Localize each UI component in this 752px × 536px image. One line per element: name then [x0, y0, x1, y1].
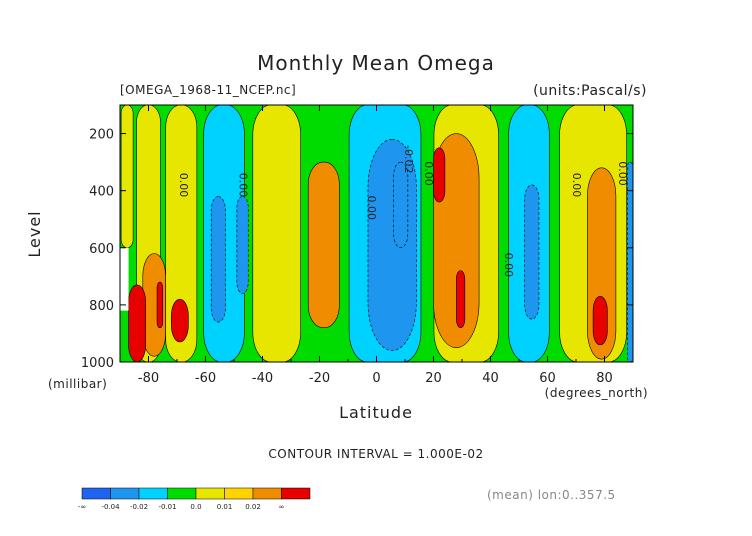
- x-tick-label: 60: [539, 371, 556, 386]
- contour-value-label: 0.00: [422, 161, 435, 186]
- contour-feature-4: [236, 196, 249, 294]
- colorbar-label: -∞: [78, 503, 86, 511]
- colorbar-swatch: [81, 487, 111, 500]
- x-tick-label: -40: [252, 371, 273, 386]
- colorbar-label: 0.02: [245, 503, 261, 511]
- contour-feature-1: [156, 281, 164, 329]
- contour-feature-13: [626, 161, 634, 363]
- contour-interval-label: CONTOUR INTERVAL = 1.000E-02: [268, 447, 483, 461]
- y-tick-label: 1000: [81, 356, 114, 371]
- contour-zone-4: [252, 104, 301, 363]
- mean-note: (mean) lon:0..357.5: [487, 488, 616, 502]
- x-axis-label: Latitude: [339, 403, 413, 422]
- x-tick-label: 80: [596, 371, 613, 386]
- contour-feature-8: [433, 147, 446, 203]
- contour-feature-6: [393, 161, 409, 249]
- colorbar-swatch: [138, 487, 168, 500]
- y-axis-label: Level: [25, 210, 44, 257]
- contour-feature-3: [210, 196, 226, 323]
- colorbar-swatch: [195, 487, 225, 500]
- colorbar-label: 0.0: [190, 503, 201, 511]
- y-axis-ticks: 200 400 600 800 1000: [81, 128, 633, 371]
- x-tick-label: 20: [425, 371, 442, 386]
- contour-feature-10: [524, 184, 540, 320]
- contour-value-label: 0.00: [570, 173, 583, 198]
- y-tick-label: 200: [89, 128, 114, 143]
- colorbar-label: -0.04: [101, 503, 120, 511]
- units-label: (units:Pascal/s): [533, 83, 647, 99]
- colorbar-swatch: [224, 487, 254, 500]
- contour-value-label: 0.00: [237, 173, 250, 198]
- colorbar-swatch: [252, 487, 282, 500]
- x-tick-label: 40: [482, 371, 499, 386]
- file-label: [OMEGA_1968-11_NCEP.nc]: [120, 83, 296, 97]
- contour-zone-5: [307, 161, 340, 329]
- y-axis-unit: (millibar): [48, 377, 107, 391]
- y-tick-label: 800: [89, 299, 114, 314]
- contour-zone-0: [120, 104, 134, 249]
- colorbar-swatch: [281, 487, 311, 500]
- y-tick-label: 400: [89, 185, 114, 200]
- colorbar-label: -0.01: [158, 503, 176, 511]
- x-tick-label: -80: [138, 371, 159, 386]
- colorbar-label: ∞: [279, 503, 285, 511]
- y-tick-label: 600: [89, 242, 114, 257]
- x-tick-label: -60: [195, 371, 216, 386]
- colorbar-swatch: [110, 487, 140, 500]
- colorbar-label: -0.02: [130, 503, 148, 511]
- contour-feature-9: [455, 270, 466, 329]
- contour-value-label: -0.02: [402, 145, 415, 173]
- contour-feature-12: [592, 296, 608, 346]
- contour-value-label: 0.00: [616, 161, 629, 186]
- x-axis-ticks: -80 -60 -40 -20 0 20 40 60 80: [119, 105, 634, 386]
- colorbar-swatch: [167, 487, 197, 500]
- chart-title: Monthly Mean Omega: [257, 51, 495, 75]
- x-axis-unit: (degrees_north): [545, 386, 648, 400]
- contour-value-label: 0.00: [177, 173, 190, 198]
- colorbar-label: 0.01: [217, 503, 233, 511]
- x-tick-label: -20: [309, 371, 330, 386]
- colorbar: -∞ -0.04 -0.02 -0.01 0.0 0.01 0.02 ∞: [78, 487, 311, 511]
- x-tick-label: 0: [372, 371, 380, 386]
- contour-feature-2: [171, 298, 189, 343]
- contour-feature-14: [128, 284, 146, 363]
- missing-data-region: [120, 247, 129, 311]
- contour-value-label: 0.00: [365, 196, 378, 221]
- contour-value-label: 0.00: [502, 253, 515, 278]
- contour-labels: 0.00 0.00 0.00 -0.02 0.00 0.00 0.00 0.00: [177, 145, 629, 277]
- plot-area: [120, 104, 634, 363]
